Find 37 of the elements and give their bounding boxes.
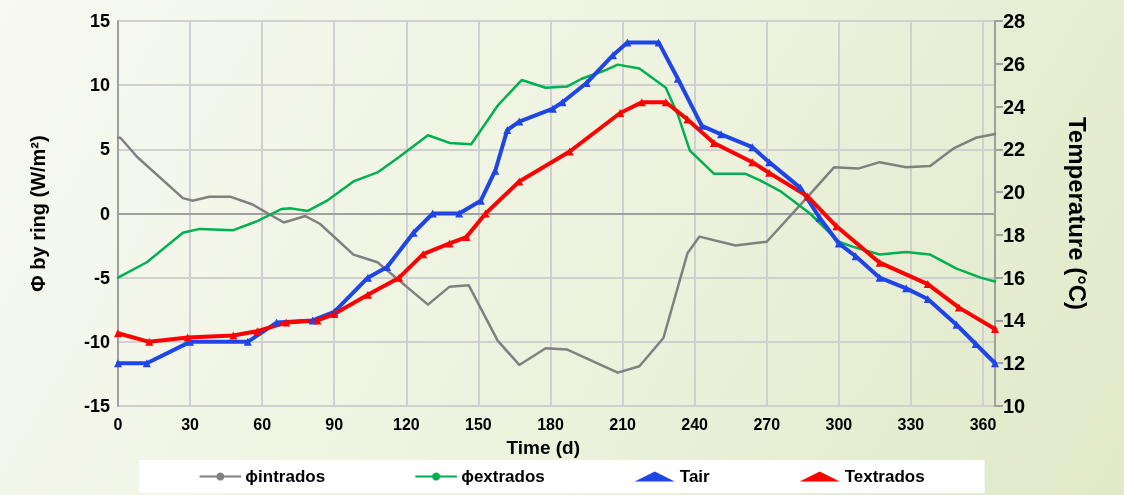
- x-tick-label: 330: [897, 415, 925, 433]
- legend-label: Textrados: [844, 467, 925, 486]
- y-tick-label: 5: [99, 139, 110, 160]
- y2-tick-label: 28: [1003, 10, 1026, 32]
- x-tick-label: 120: [392, 415, 420, 433]
- y-tick-label: 0: [99, 203, 110, 224]
- x-tick-label: 90: [325, 415, 344, 433]
- y-tick-label: -5: [93, 267, 110, 288]
- y2-tick-label: 14: [1003, 309, 1027, 332]
- y-axis-title: Φ by ring (W/m²): [27, 135, 49, 292]
- y2-tick-label: 10: [1003, 395, 1026, 417]
- legend-label: Tair: [679, 467, 711, 486]
- x-tick-label: 60: [253, 415, 272, 433]
- x-tick-label: 180: [537, 415, 564, 433]
- y2-axis-title: Temperature (°C): [1063, 116, 1091, 311]
- x-tick-label: 30: [181, 415, 200, 433]
- legend-label: ϕintrados: [245, 467, 326, 486]
- x-axis-title: Time (d): [506, 437, 581, 458]
- x-tick-label: 150: [465, 415, 492, 433]
- x-tick-label: 210: [609, 415, 637, 433]
- x-tick-label: 240: [681, 415, 709, 433]
- y2-tick-label: 24: [1003, 95, 1027, 118]
- y-tick-label: 15: [89, 11, 110, 31]
- x-tick-label: 270: [753, 415, 781, 433]
- y2-tick-label: 12: [1003, 352, 1026, 375]
- y-tick-label: -10: [83, 331, 110, 352]
- x-tick-label: 360: [969, 415, 997, 433]
- x-tick-label: 300: [825, 415, 853, 433]
- y-tick-label: -15: [83, 396, 110, 416]
- y2-tick-label: 22: [1003, 138, 1026, 161]
- y2-tick-label: 20: [1003, 181, 1026, 204]
- y2-tick-label: 18: [1003, 223, 1026, 246]
- y-tick-label: 10: [89, 75, 110, 96]
- y2-tick-label: 16: [1003, 266, 1026, 289]
- y2-tick-label: 26: [1003, 52, 1026, 75]
- legend-label: ϕextrados: [461, 467, 545, 486]
- x-tick-label: 0: [113, 415, 123, 433]
